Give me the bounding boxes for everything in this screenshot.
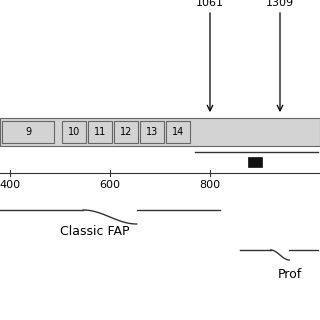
Text: 12: 12 (120, 127, 132, 137)
Text: 14: 14 (172, 127, 184, 137)
Bar (248, 157, 262, 167)
Text: Prof: Prof (278, 268, 302, 281)
Bar (140, 121, 164, 143)
Bar (2, 121, 54, 143)
Bar (62, 121, 86, 143)
Text: 800: 800 (199, 180, 220, 190)
Text: 1309: 1309 (266, 0, 294, 8)
Text: 1061: 1061 (196, 0, 224, 8)
Bar (88, 121, 112, 143)
Text: 600: 600 (100, 180, 121, 190)
Bar (0, 118, 320, 146)
Text: 9: 9 (25, 127, 31, 137)
Text: 400: 400 (0, 180, 20, 190)
Text: 10: 10 (68, 127, 80, 137)
Bar (166, 121, 190, 143)
Bar (114, 121, 138, 143)
Text: 13: 13 (146, 127, 158, 137)
Text: 11: 11 (94, 127, 106, 137)
Text: Classic FAP: Classic FAP (60, 225, 130, 238)
